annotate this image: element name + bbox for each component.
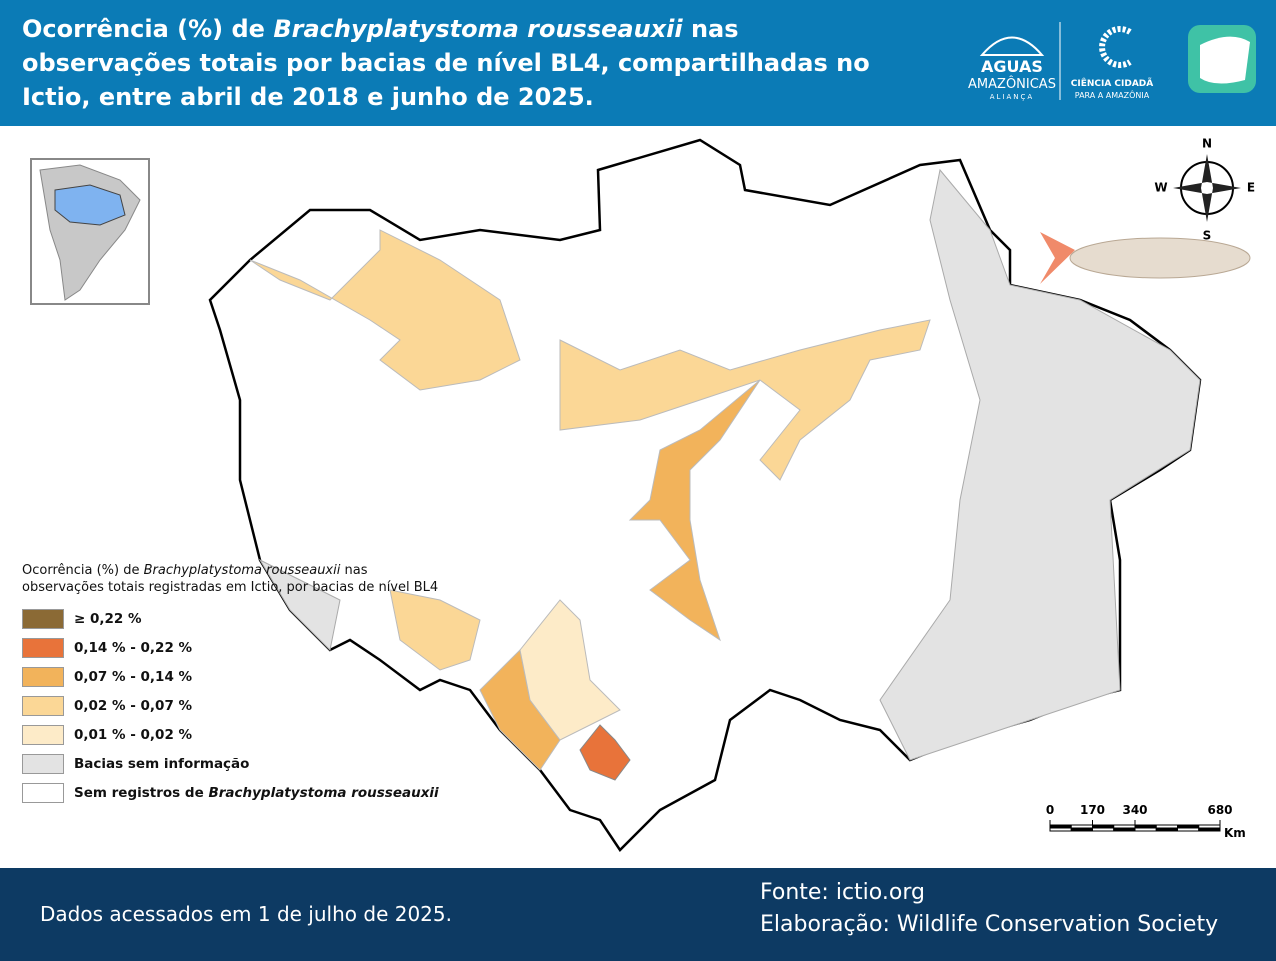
compass-label: W	[1154, 181, 1167, 195]
footer-accessed: Dados acessados em 1 de julho de 2025.	[40, 902, 452, 926]
basin-class	[579, 724, 631, 781]
logos: AGUAS AMAZÔNICAS ALIANÇA CIÊNCIA CIDADÃ …	[968, 22, 1256, 101]
legend-label-part: ≥ 0,22 %	[74, 610, 142, 627]
compass-label: E	[1247, 181, 1255, 195]
legend-title-part: Ocorrência (%) de	[22, 563, 144, 578]
scale-bar: 0 170 340 680 Km	[1046, 803, 1246, 840]
footer: Dados acessados em 1 de julho de 2025. F…	[0, 868, 1276, 961]
title: Ocorrência (%) de Brachyplatystoma rouss…	[22, 12, 882, 114]
basin-class	[389, 589, 481, 671]
basin-class	[559, 319, 931, 481]
legend-label-part: 0,01 % - 0,02 %	[74, 726, 193, 743]
scale-tick-label: 170	[1080, 803, 1105, 817]
title-part: Ocorrência (%) de	[22, 15, 274, 43]
title-part: nas observações totais por bacias de nív…	[22, 15, 870, 111]
basin-class	[249, 229, 521, 391]
footer-source: Fonte: ictio.org	[760, 880, 925, 905]
legend-title-species: Brachyplatystoma rousseauxii	[143, 563, 341, 578]
logo-text: AGUAS	[981, 57, 1043, 76]
header: Ocorrência (%) de Brachyplatystoma rouss…	[0, 0, 1276, 126]
map: N S W E 0 170 340 680 Km	[30, 137, 1255, 852]
scale-segment	[1070, 827, 1093, 832]
legend-item: 0,07 % - 0,14 %	[22, 662, 442, 691]
footer-credit: Elaboração: Wildlife Conservation Societ…	[760, 912, 1219, 937]
fish	[1040, 232, 1251, 284]
legend-label-part: Sem registros de	[74, 784, 209, 801]
legend-swatch	[22, 724, 64, 745]
scale-tick-label: 340	[1122, 803, 1147, 817]
no-info-region	[879, 168, 1201, 761]
legend-label-part: 0,02 % - 0,07 %	[74, 697, 193, 714]
legend-swatch	[22, 695, 64, 716]
scale-segment	[1092, 827, 1115, 832]
scale-segment	[1198, 827, 1221, 832]
title-species: Brachyplatystoma rousseauxii	[273, 15, 683, 43]
legend-item: ≥ 0,22 %	[22, 604, 442, 633]
legend-label: Sem registros de Brachyplatystoma rousse…	[74, 785, 439, 801]
legend-swatch	[22, 782, 64, 803]
inset-basin	[54, 184, 126, 226]
scale-segment	[1155, 827, 1178, 832]
legend-label-part: 0,14 % - 0,22 %	[74, 639, 193, 656]
scale-unit: Km	[1224, 826, 1246, 840]
logo-text: AMAZÔNICAS	[968, 76, 1056, 92]
basin-class	[519, 599, 621, 741]
compass-label: S	[1203, 229, 1212, 243]
legend-item: Sem registros de Brachyplatystoma rousse…	[22, 778, 442, 807]
basin-class	[628, 379, 761, 642]
legend-label: 0,02 % - 0,07 %	[74, 698, 192, 714]
legend-swatch	[22, 637, 64, 658]
compass: N S W E	[1154, 137, 1255, 243]
logo-text: CIÊNCIA CIDADÃ	[1071, 77, 1154, 89]
legend-item: Bacias sem informação	[22, 749, 442, 778]
legend-title: Ocorrência (%) de Brachyplatystoma rouss…	[22, 562, 442, 596]
legend-items: ≥ 0,22 % 0,14 % - 0,22 % 0,07 % - 0,14 % 0,…	[22, 604, 442, 807]
scale-segment	[1177, 827, 1200, 832]
scale-tick-label: 0	[1046, 803, 1054, 817]
legend-label: 0,07 % - 0,14 %	[74, 669, 192, 685]
logo-text: PARA A AMAZÔNIA	[1075, 89, 1150, 100]
legend-item: 0,01 % - 0,02 %	[22, 720, 442, 749]
legend-label-part: Bacias sem informação	[74, 755, 250, 772]
scale-segment	[1049, 827, 1072, 832]
legend-item: 0,14 % - 0,22 %	[22, 633, 442, 662]
legend-item: 0,02 % - 0,07 %	[22, 691, 442, 720]
legend-swatch	[22, 666, 64, 687]
scale-tick-label: 680	[1207, 803, 1232, 817]
legend-label: 0,14 % - 0,22 %	[74, 640, 192, 656]
legend-label: ≥ 0,22 %	[74, 611, 142, 627]
no-info-region	[258, 558, 341, 652]
legend-label-part: 0,07 % - 0,14 %	[74, 668, 193, 685]
scale-segment	[1134, 827, 1157, 832]
legend-swatch	[22, 753, 64, 774]
scale-segment	[1113, 827, 1136, 832]
legend-label: 0,01 % - 0,02 %	[74, 727, 192, 743]
legend-title-part: nas observações totais registradas em Ic…	[22, 563, 439, 595]
logo-text: ALIANÇA	[990, 93, 1034, 101]
legend-label: Bacias sem informação	[74, 756, 249, 772]
legend: Ocorrência (%) de Brachyplatystoma rouss…	[22, 562, 442, 807]
compass-label: N	[1202, 137, 1212, 151]
legend-label-part: Brachyplatystoma rousseauxii	[208, 784, 439, 801]
legend-swatch	[22, 608, 64, 629]
